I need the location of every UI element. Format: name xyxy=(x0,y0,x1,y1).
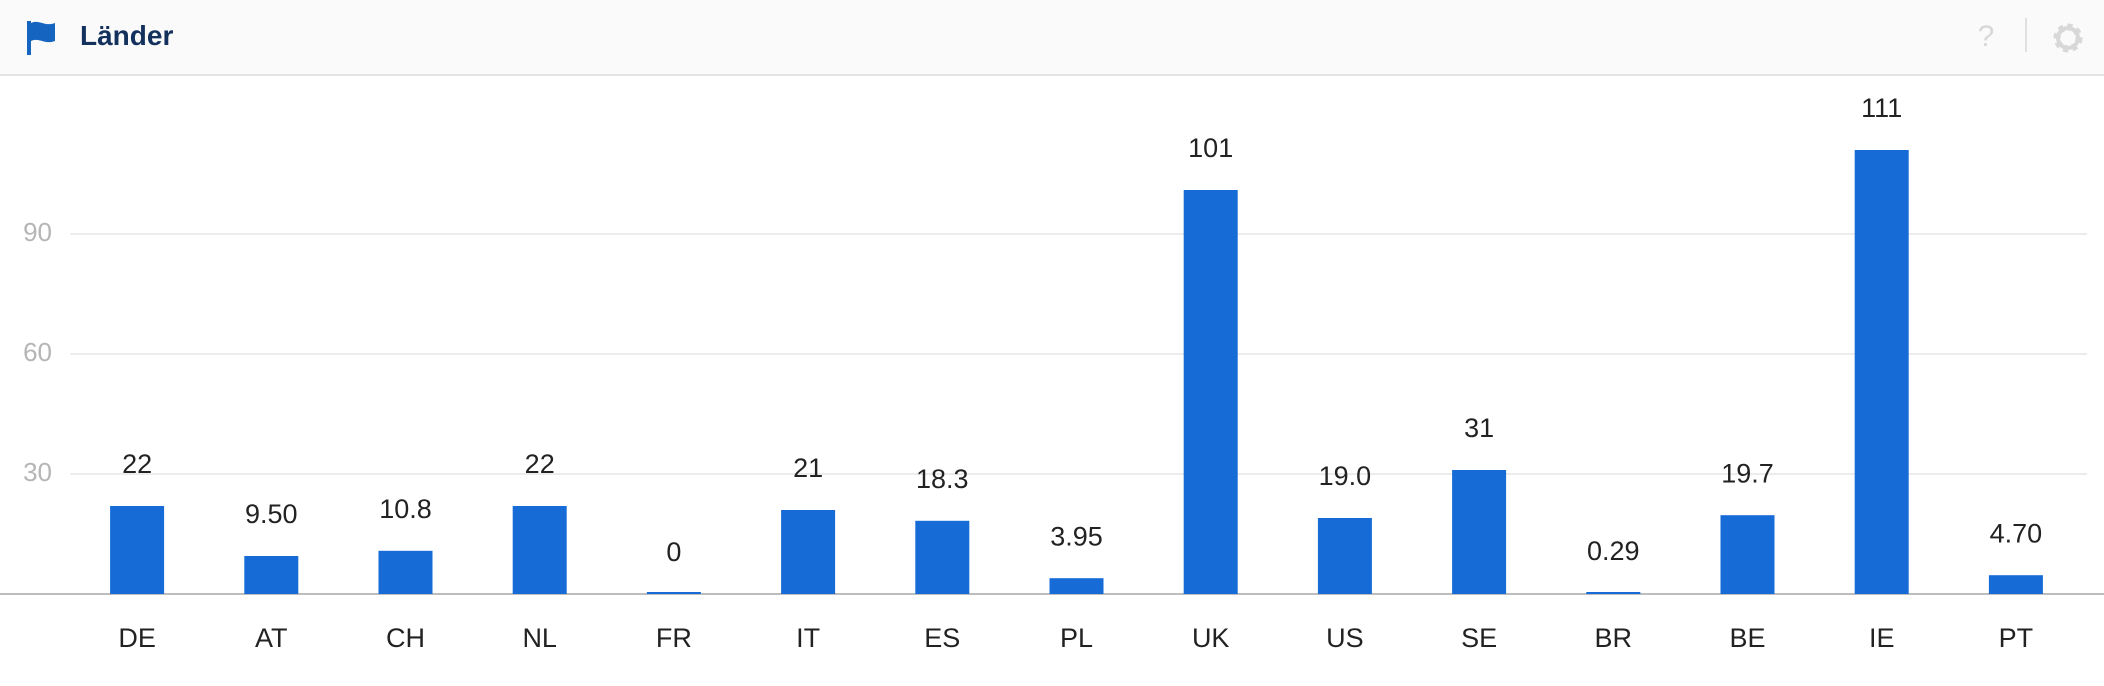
x-tick-label: AT xyxy=(255,623,288,653)
flag-icon xyxy=(27,21,55,55)
x-tick-label: PT xyxy=(1999,623,2034,653)
x-tick-label: IE xyxy=(1869,623,1895,653)
value-label: 22 xyxy=(122,449,152,479)
x-tick-label: FR xyxy=(656,623,692,653)
bar xyxy=(1317,518,1372,594)
bar xyxy=(781,510,836,594)
bar xyxy=(1988,575,2043,594)
bar xyxy=(915,520,970,594)
x-tick-label: SE xyxy=(1461,623,1497,653)
x-tick-label: IT xyxy=(796,623,820,653)
bar xyxy=(1854,150,1909,594)
value-label: 4.70 xyxy=(1990,518,2043,548)
x-tick-label: CH xyxy=(386,623,425,653)
value-label: 22 xyxy=(525,449,555,479)
bar xyxy=(1183,190,1238,594)
bar xyxy=(512,506,567,594)
x-tick-label: UK xyxy=(1192,623,1230,653)
value-label: 9.50 xyxy=(245,499,298,529)
value-label: 19.0 xyxy=(1319,461,1372,491)
value-label: 0 xyxy=(666,537,681,567)
bar xyxy=(646,592,701,594)
value-label: 31 xyxy=(1464,413,1494,443)
bar xyxy=(244,556,299,594)
chart-title: Länder xyxy=(80,20,174,51)
x-tick-label: PL xyxy=(1060,623,1093,653)
y-tick-label: 60 xyxy=(23,337,52,367)
settings-icon[interactable] xyxy=(2053,23,2083,53)
bar xyxy=(378,550,433,594)
bar xyxy=(1049,578,1104,594)
help-icon[interactable]: ? xyxy=(1978,20,1995,53)
widget-header: Länder ? xyxy=(0,0,2104,76)
bar xyxy=(110,506,165,594)
header-tools: ? xyxy=(1978,18,2083,53)
bar xyxy=(1586,592,1641,594)
value-label: 0.29 xyxy=(1587,536,1640,566)
x-tick-label: BR xyxy=(1595,623,1633,653)
x-tick-label: NL xyxy=(522,623,557,653)
x-tick-label: BE xyxy=(1729,623,1765,653)
bar xyxy=(1452,470,1507,594)
value-label: 101 xyxy=(1188,133,1233,163)
value-label: 19.7 xyxy=(1721,458,1774,488)
value-label: 21 xyxy=(793,453,823,483)
y-tick-label: 90 xyxy=(23,217,52,247)
x-tick-label: ES xyxy=(924,623,960,653)
bar xyxy=(1720,515,1775,594)
value-label: 18.3 xyxy=(916,464,969,494)
value-label: 111 xyxy=(1861,93,1902,123)
value-label: 3.95 xyxy=(1050,521,1103,551)
x-tick-label: US xyxy=(1326,623,1364,653)
x-tick-label: DE xyxy=(118,623,156,653)
value-label: 10.8 xyxy=(379,494,432,524)
y-tick-label: 30 xyxy=(23,457,52,487)
